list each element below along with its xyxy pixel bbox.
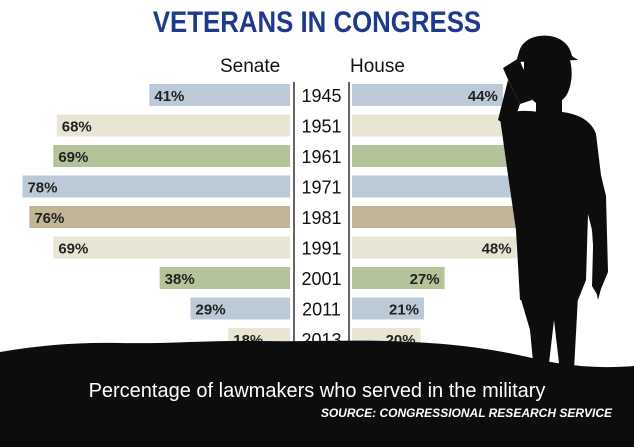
year-label-1981: 1981 [301,208,341,228]
house-label-2011: 21% [389,302,419,319]
house-column-header: House [350,56,405,77]
chart-caption: Percentage of lawmakers who served in th… [88,380,546,402]
house-bar-1991 [352,236,517,259]
senate-label-1971: 78% [27,180,57,197]
senate-bar-2001 [159,267,290,289]
year-label-1945: 1945 [301,86,341,106]
source-note: SOURCE: CONGRESSIONAL RESEARCH SERVICE [320,406,612,420]
senate-column-header: Senate [220,56,281,77]
senate-label-1961: 69% [58,149,88,166]
year-label-1991: 1991 [301,239,341,259]
senate-bar-1971 [22,175,291,198]
senate-bar-2011 [190,297,290,320]
senate-label-2001: 38% [165,271,195,288]
year-label-1971: 1971 [301,178,341,198]
senate-bar-1981 [29,206,290,228]
senate-label-1981: 76% [34,210,64,227]
house-bar-1945 [352,84,503,106]
senate-bar-1951 [56,114,291,137]
senate-label-2011: 29% [196,302,226,319]
house-label-1945: 44% [468,88,498,105]
house-bar-1981 [352,206,562,228]
year-label-1951: 1951 [301,117,341,137]
senate-label-1945: 41% [154,88,184,105]
house-label-1991: 48% [482,241,512,258]
senate-bar-1991 [53,236,290,259]
house-bar-2001 [352,267,445,289]
chart-title: VETERANS IN CONGRESS [152,6,482,39]
senate-bar-1961 [53,145,290,167]
year-label-2001: 2001 [301,269,341,289]
senate-bar-1945 [149,84,290,106]
year-label-2011: 2011 [302,300,341,320]
senate-label-1951: 68% [62,119,92,136]
house-label-2001: 27% [410,271,440,288]
year-label-1961: 1961 [301,147,341,167]
senate-label-1991: 69% [58,241,88,258]
house-bar-2011 [352,297,425,320]
